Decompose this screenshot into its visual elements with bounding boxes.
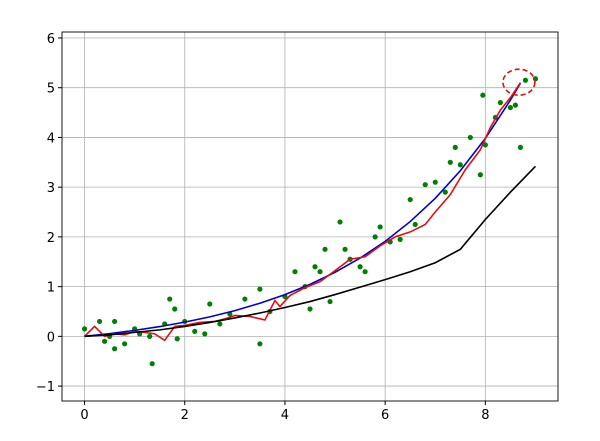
scatter-point [207,301,213,307]
scatter-point [81,326,88,332]
scatter-point [174,336,180,342]
scatter-point [397,236,403,242]
scatter-point [477,172,483,178]
scatter-point [507,104,514,111]
scatter-point [322,246,328,252]
scatter-point [407,196,413,203]
scatter-point [522,77,529,83]
scatter-point [149,361,155,367]
y-tick-label: 5 [47,82,55,97]
scatter-point [337,219,343,225]
y-tick-label: 1 [47,281,55,296]
y-tick-label: −1 [36,380,55,395]
scatter-point [327,298,333,305]
scatter-point [497,100,503,106]
scatter-point [307,306,313,312]
scatter-point [147,333,153,339]
y-tick-label: 6 [47,32,55,47]
scatter-point [112,318,118,325]
scatter-point [112,346,118,352]
scatter-point [442,189,448,195]
scatter-point [242,296,248,302]
line [84,82,522,338]
scatter-point [467,134,473,141]
x-tick-label: 0 [80,408,88,423]
scatter-point [192,328,198,334]
scatter-point [292,269,298,275]
x-tick-label: 8 [481,408,489,423]
scatter-point [447,159,453,165]
y-tick-label: 3 [47,181,55,196]
scatter-point [482,142,488,148]
scatter-point [362,269,368,275]
scatter-point [172,306,178,312]
scatter-point [377,224,383,230]
scatter-point [217,321,223,327]
line [83,82,522,342]
y-tick-label: 0 [47,330,55,345]
scatter-point [517,144,524,150]
scatter-point [167,296,173,302]
scatter-point [457,162,463,168]
scatter-point [257,286,263,292]
scatter-point [452,144,458,150]
scatter-point [96,318,103,325]
scatter-point [317,269,323,275]
x-tick-label: 6 [381,408,389,423]
scatter-point [122,341,128,347]
scatter-point [480,92,486,98]
scatter-point [372,234,378,240]
y-tick-label: 2 [47,231,55,246]
scatter-point [257,341,263,347]
scatter-point [202,331,208,337]
x-tick-label: 2 [181,408,189,423]
scatter-point [422,182,428,188]
y-tick-label: 4 [47,131,55,146]
scatter-point [512,102,519,108]
line [84,165,537,338]
scatter-point [432,179,438,185]
scatter-point [342,246,348,252]
scatter-point [101,338,108,344]
highlight-ellipse [502,68,536,97]
plot-frame [61,31,559,402]
scatter-point [312,264,318,270]
x-tick-label: 4 [281,408,289,423]
scatter-point [357,264,363,270]
scatter-point [412,221,418,228]
